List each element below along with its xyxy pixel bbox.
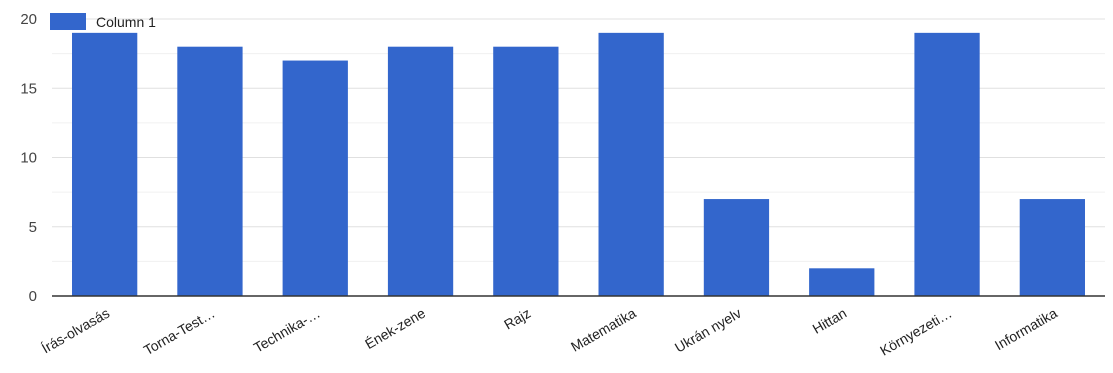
bar-rajz[interactable]	[493, 46, 559, 297]
x-tick-label: Környezeti…	[877, 305, 954, 359]
bar-kornyezeti[interactable]	[914, 32, 980, 296]
legend-label-column-1: Column 1	[96, 14, 156, 30]
x-tick-label: Informatika	[992, 305, 1060, 354]
legend[interactable]: Column 1	[50, 13, 156, 30]
y-tick-label: 10	[20, 150, 37, 167]
bar-ukran-nyelv[interactable]	[703, 199, 770, 296]
bar-hittan[interactable]	[809, 268, 875, 296]
bar-enek-zene[interactable]	[387, 46, 454, 297]
bars	[72, 32, 1085, 297]
x-tick-label: Rajz	[501, 305, 533, 333]
x-tick-label: Ukrán nyelv	[672, 305, 744, 356]
bar-torna-test[interactable]	[177, 46, 243, 297]
bar-matematika[interactable]	[598, 32, 664, 296]
y-tick-label: 15	[20, 80, 37, 97]
x-tick-label: Technika-…	[251, 305, 323, 356]
bar-iras-olvasas[interactable]	[72, 32, 138, 296]
bar-informatika[interactable]	[1019, 199, 1085, 296]
x-tick-label: Matematika	[568, 305, 639, 355]
legend-swatch	[50, 13, 86, 30]
x-tick-label: Ének-zene	[362, 305, 428, 352]
y-axis: 0 5 10 15 20	[20, 11, 37, 305]
x-axis: Írás-olvasás Torna-Test… Technika-… Ének-ze…	[39, 295, 1105, 359]
x-tick-label: Írás-olvasás	[39, 305, 112, 357]
x-tick-label: Torna-Test…	[141, 305, 218, 359]
x-tick-label: Hittan	[810, 305, 850, 337]
y-tick-label: 20	[20, 11, 37, 28]
y-tick-label: 5	[29, 219, 37, 236]
y-tick-label: 0	[29, 288, 37, 305]
bar-technika[interactable]	[282, 60, 348, 296]
